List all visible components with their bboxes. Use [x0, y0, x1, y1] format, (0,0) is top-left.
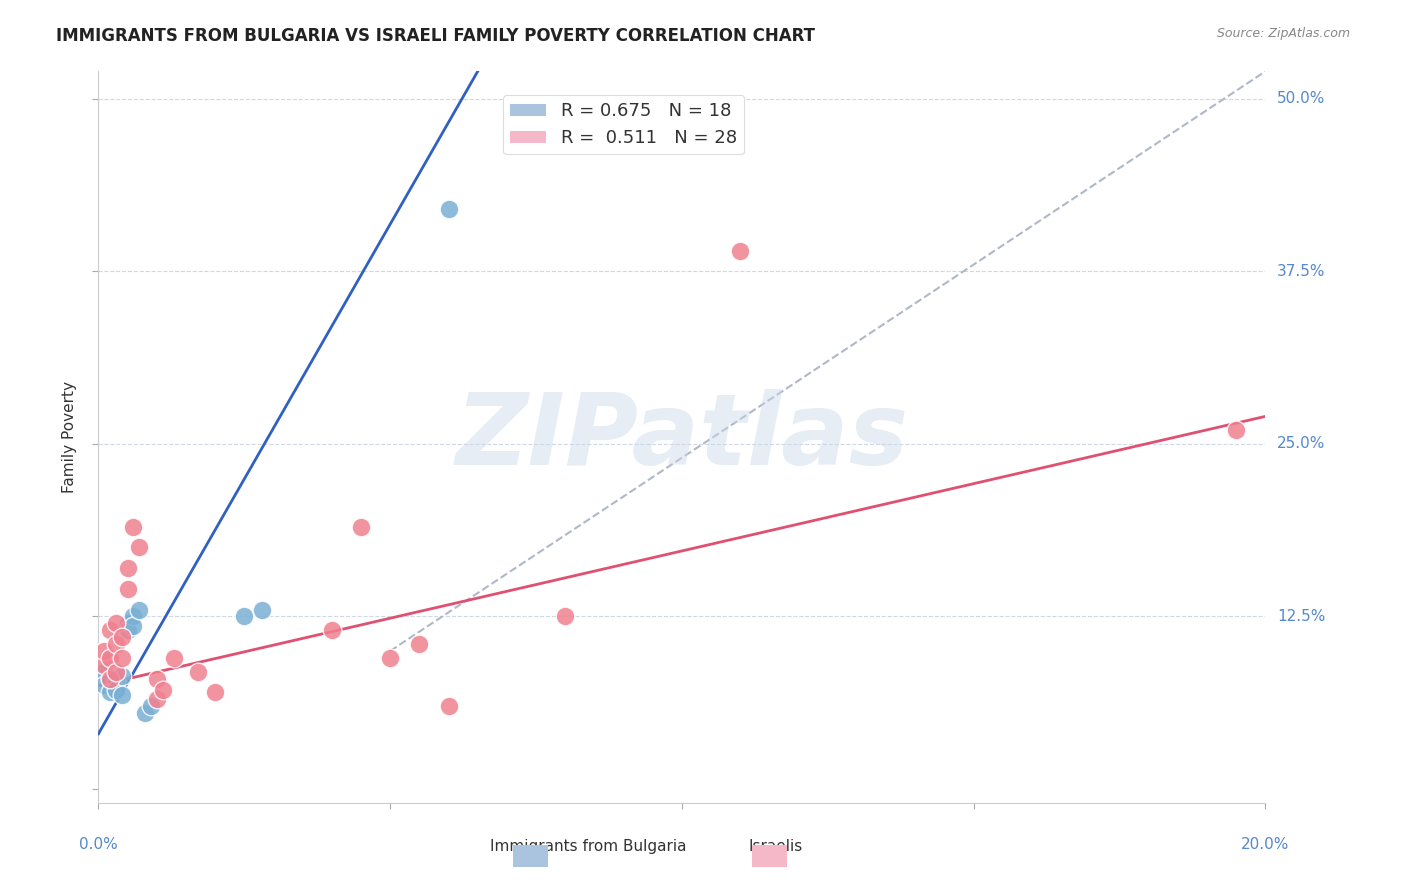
- Point: [117, 624, 139, 638]
- Text: 37.5%: 37.5%: [1277, 264, 1326, 279]
- Text: 50.0%: 50.0%: [1277, 92, 1326, 106]
- Point: [104, 674, 127, 689]
- Point: [117, 582, 139, 596]
- Text: IMMIGRANTS FROM BULGARIA VS ISRAELI FAMILY POVERTY CORRELATION CHART: IMMIGRANTS FROM BULGARIA VS ISRAELI FAMI…: [56, 27, 815, 45]
- Point: [146, 692, 169, 706]
- Point: [730, 244, 752, 258]
- Point: [104, 637, 127, 651]
- Text: 0.0%: 0.0%: [79, 838, 118, 852]
- Text: ZIPatlas: ZIPatlas: [456, 389, 908, 485]
- Point: [111, 688, 134, 702]
- Point: [98, 685, 121, 699]
- Point: [111, 669, 134, 683]
- Point: [233, 609, 256, 624]
- Point: [187, 665, 209, 679]
- Point: [93, 678, 115, 692]
- Point: [98, 672, 121, 686]
- Point: [408, 637, 430, 651]
- Point: [437, 202, 460, 217]
- Point: [146, 672, 169, 686]
- Point: [117, 616, 139, 631]
- Point: [204, 685, 226, 699]
- Point: [111, 651, 134, 665]
- Text: Israelis: Israelis: [748, 839, 803, 855]
- Point: [93, 644, 115, 658]
- Point: [93, 665, 115, 679]
- Point: [104, 665, 127, 679]
- Point: [139, 699, 162, 714]
- Point: [98, 624, 121, 638]
- Point: [117, 561, 139, 575]
- Point: [98, 672, 121, 686]
- Point: [122, 619, 145, 633]
- Point: [321, 624, 343, 638]
- Point: [93, 657, 115, 672]
- Point: [104, 682, 127, 697]
- Legend: R = 0.675   N = 18, R =  0.511   N = 28: R = 0.675 N = 18, R = 0.511 N = 28: [503, 95, 744, 154]
- Point: [350, 520, 373, 534]
- Point: [250, 602, 273, 616]
- Point: [134, 706, 156, 720]
- Text: 12.5%: 12.5%: [1277, 609, 1326, 624]
- Text: Source: ZipAtlas.com: Source: ZipAtlas.com: [1216, 27, 1350, 40]
- Point: [380, 651, 402, 665]
- Point: [104, 616, 127, 631]
- Point: [152, 682, 174, 697]
- Point: [122, 520, 145, 534]
- Point: [111, 630, 134, 644]
- Y-axis label: Family Poverty: Family Poverty: [62, 381, 77, 493]
- Point: [128, 602, 150, 616]
- Point: [554, 609, 576, 624]
- Text: 25.0%: 25.0%: [1277, 436, 1326, 451]
- Point: [163, 651, 186, 665]
- Point: [128, 541, 150, 555]
- Text: Immigrants from Bulgaria: Immigrants from Bulgaria: [491, 839, 686, 855]
- Text: 20.0%: 20.0%: [1241, 838, 1289, 852]
- Point: [122, 609, 145, 624]
- Point: [437, 699, 460, 714]
- Point: [98, 651, 121, 665]
- Point: [1225, 423, 1247, 437]
